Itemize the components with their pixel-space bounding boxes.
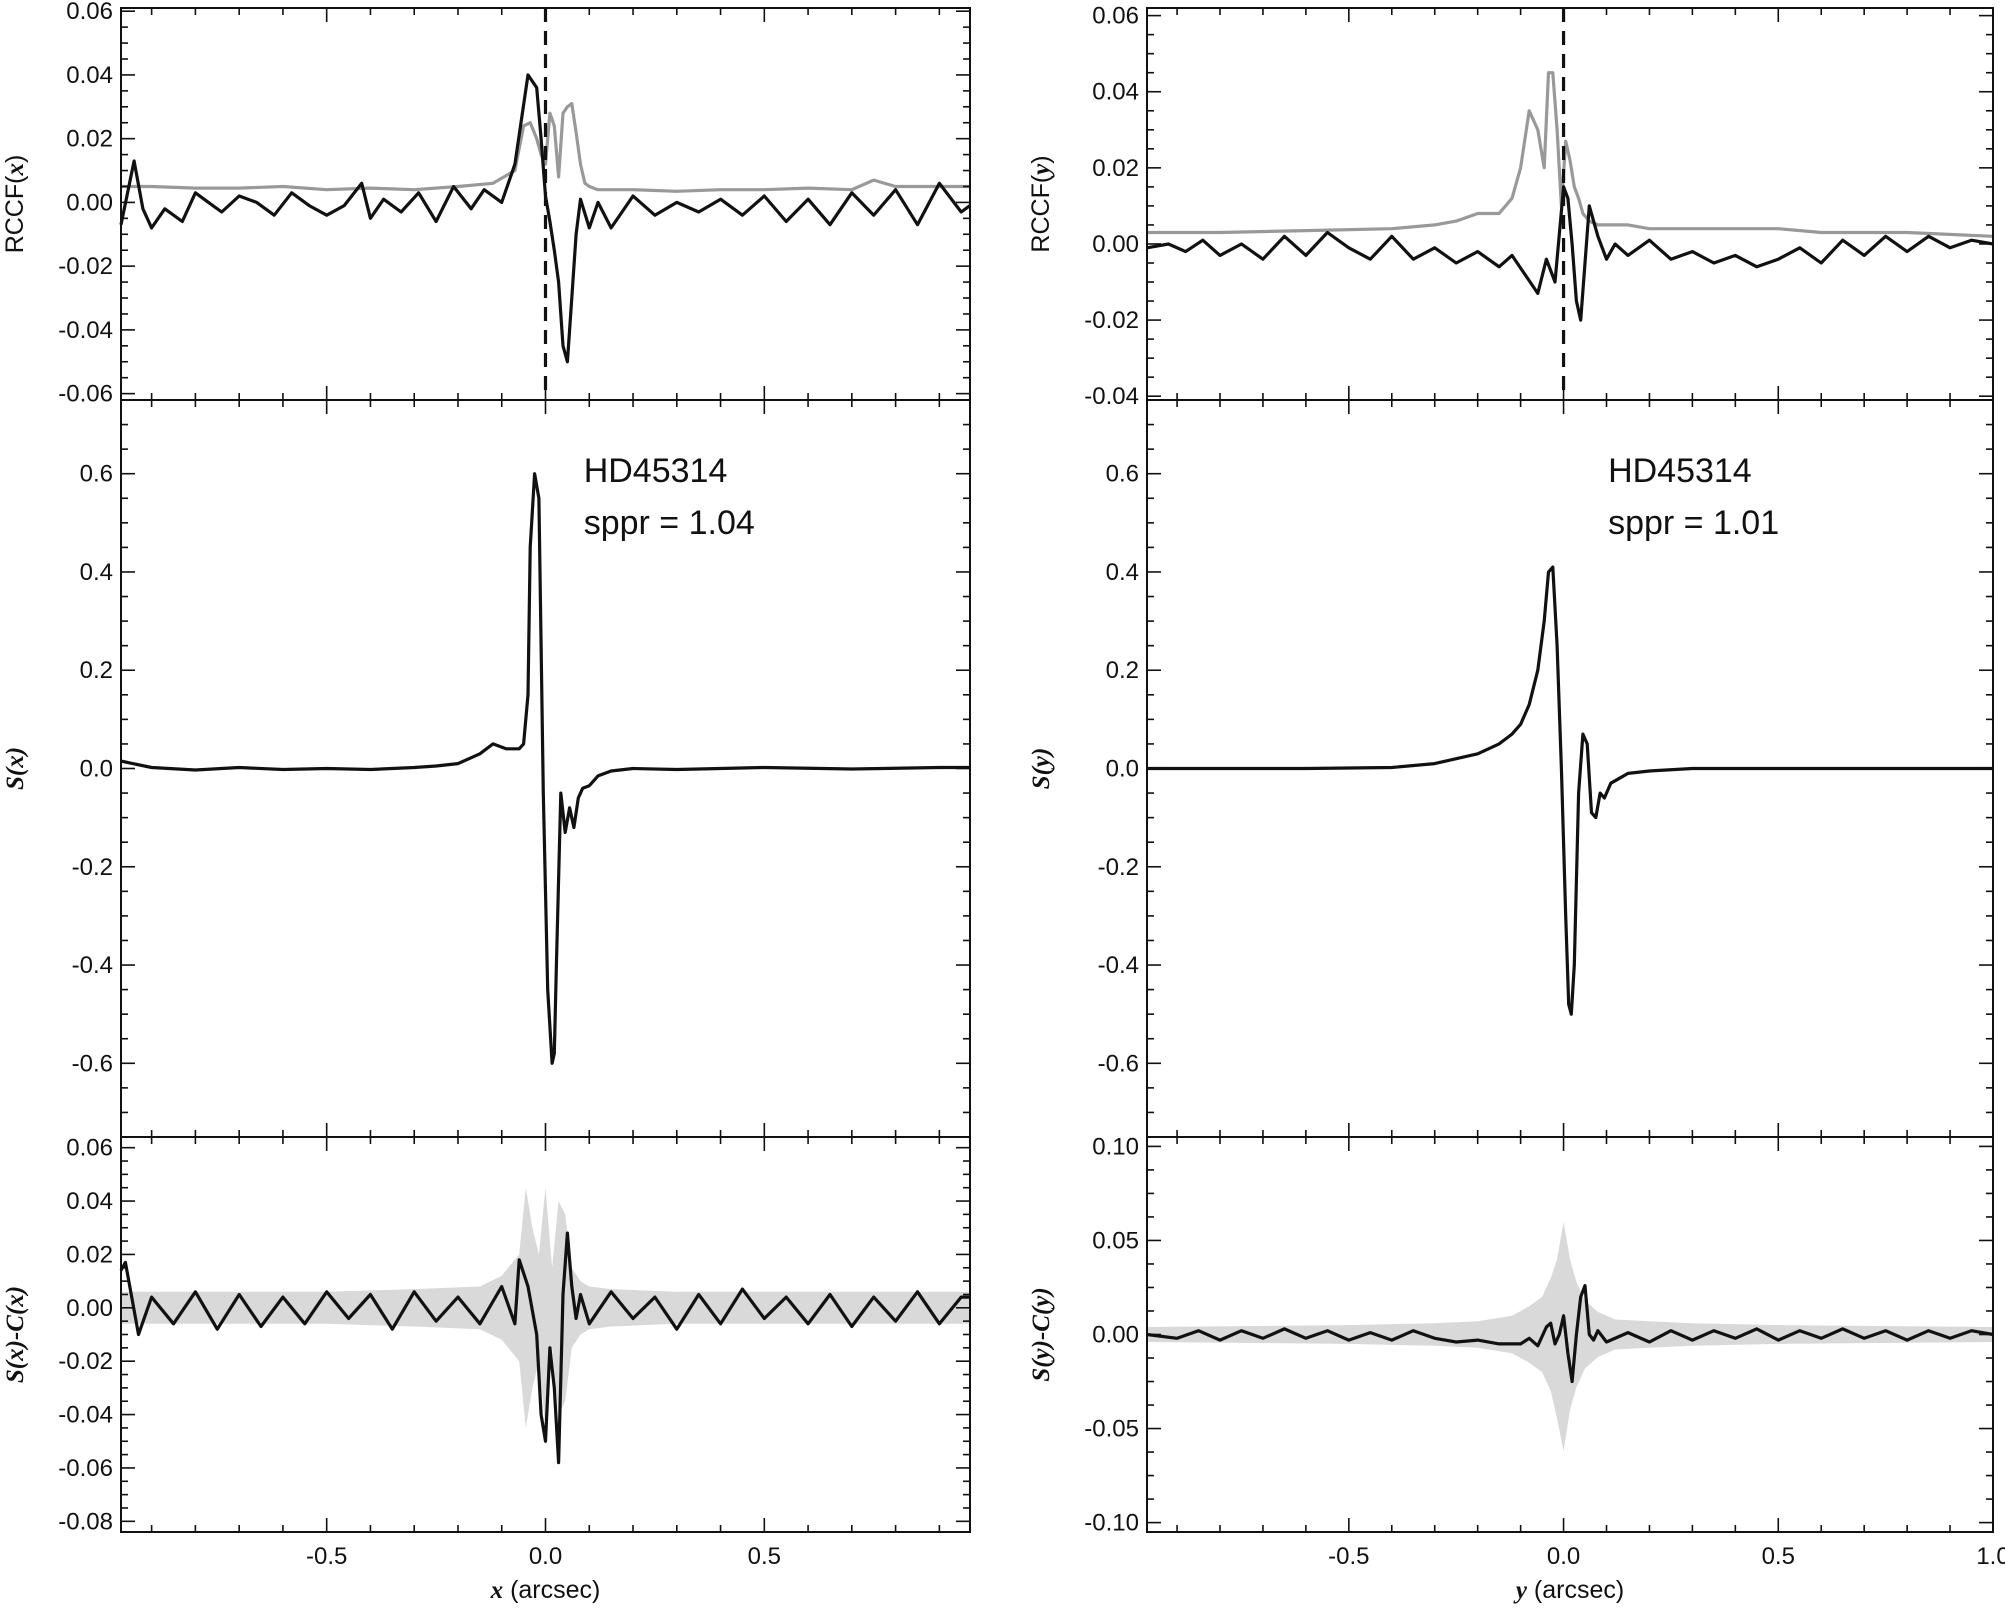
y-tick-label: -0.06 [58, 381, 113, 408]
y-tick-label: -0.08 [58, 1508, 113, 1535]
y-tick-label: -0.10 [1084, 1510, 1139, 1537]
y-tick-label: -0.06 [58, 1455, 113, 1482]
x-axis-title: y (arcsec) [1513, 1576, 1624, 1604]
y-tick-label: 0.4 [80, 559, 113, 586]
x-axis-title: x (arcsec) [490, 1576, 601, 1604]
panel-left-middle: -0.6 -0.4 -0.2 0.0 0.2 0.4 0.6 S(x) HD45314 sppr … [2, 399, 971, 1138]
uncertainty-band [1147, 1221, 1993, 1452]
y-tick-label: -0.4 [1098, 952, 1139, 979]
y-tick-label: 0.04 [66, 62, 113, 89]
series-line-1 [119, 1231, 970, 1465]
y-tick-label: 0.10 [1092, 1133, 1139, 1160]
y-tick-label: 0.06 [66, 1135, 113, 1162]
y-tick-label: -0.2 [72, 854, 113, 881]
y-tick-label: 0.0 [1106, 756, 1139, 783]
y-tick-label: 0.6 [1106, 461, 1139, 488]
panel-left-bottom: -0.08 -0.06 -0.04 -0.02 0.00 0.02 0.04 0.06 -0.5… [2, 1135, 971, 1604]
y-tick-label: 0.00 [66, 1295, 113, 1322]
y-tick-label: 0.2 [80, 657, 113, 684]
y-tick-label: 0.06 [1092, 3, 1139, 30]
y-tick-label: -0.6 [1098, 1050, 1139, 1077]
y-axis-title: S(x)-C(x) [2, 1286, 29, 1383]
y-tick-label: 0.00 [1092, 1322, 1139, 1349]
y-tick-label: 0.05 [1092, 1227, 1139, 1254]
y-tick-label: 0.4 [1106, 559, 1139, 586]
series-line-1 [1147, 565, 1993, 1016]
y-tick-label: 0.02 [1092, 155, 1139, 182]
x-tick-label: -0.5 [306, 1543, 347, 1570]
panel-left-top: -0.06 -0.04 -0.02 0.00 0.02 0.04 0.06 RCCF(x) [1, 0, 971, 408]
y-tick-label: -0.04 [58, 317, 113, 344]
y-tick-label: 0.02 [66, 1241, 113, 1268]
sppr-label: sppr = 1.01 [1608, 504, 1779, 542]
y-tick-label: -0.04 [1084, 383, 1139, 410]
y-tick-label: 0.04 [66, 1188, 113, 1215]
y-tick-label: -0.05 [1084, 1416, 1139, 1443]
y-tick-label: -0.2 [1098, 854, 1139, 881]
panel-right-middle: -0.6 -0.4 -0.2 0.0 0.2 0.4 0.6 S(y) HD45314 sppr … [1028, 399, 1994, 1138]
y-axis-title: RCCF(y) [1027, 155, 1055, 252]
x-tick-label: 0.0 [1547, 1543, 1580, 1570]
y-tick-label: 0.0 [80, 756, 113, 783]
star-name-label: HD45314 [584, 452, 728, 490]
uncertainty-band [121, 1187, 970, 1428]
x-tick-label: 1.0 [1976, 1543, 2005, 1570]
x-tick-label: 0.5 [748, 1543, 781, 1570]
y-tick-label: -0.02 [58, 1348, 113, 1375]
star-name-label: HD45314 [1608, 452, 1752, 490]
y-tick-label: -0.04 [58, 1402, 113, 1429]
panel-right-top: -0.04 -0.02 0.00 0.02 0.04 0.06 RCCF(y) [1027, 3, 1994, 410]
series-line-1 [1146, 1284, 1994, 1384]
y-axis-title: S(x) [2, 747, 29, 790]
y-tick-label: 0.04 [1092, 79, 1139, 106]
y-tick-label: -0.4 [72, 952, 113, 979]
y-tick-label: 0.00 [66, 189, 113, 216]
series-line-2 [119, 73, 971, 364]
y-tick-label: 0.2 [1106, 657, 1139, 684]
x-tick-label: -0.5 [1328, 1543, 1369, 1570]
y-axis-title: RCCF(x) [1, 155, 29, 254]
x-tick-label: 0.0 [529, 1543, 562, 1570]
panel-right-bottom: -0.10 -0.05 0.00 0.05 0.10 -0.5 0.0 0.5 1.0 S(y)-… [1028, 1133, 2005, 1604]
y-axis-title: S(y)-C(y) [1028, 1287, 1055, 1381]
series-line-1 [121, 102, 970, 193]
y-tick-label: 0.6 [80, 461, 113, 488]
x-tick-label: 0.5 [1762, 1543, 1795, 1570]
y-tick-label: -0.02 [58, 253, 113, 280]
series-line-2 [1146, 185, 1994, 322]
y-tick-label: 0.02 [66, 126, 113, 153]
series-line-1 [120, 472, 970, 1065]
sppr-label: sppr = 1.04 [584, 504, 755, 542]
y-tick-label: -0.02 [1084, 307, 1139, 334]
y-tick-label: 0.06 [66, 0, 113, 25]
y-axis-title: S(y) [1028, 748, 1055, 790]
y-tick-label: 0.00 [1092, 231, 1139, 258]
y-tick-label: -0.6 [72, 1050, 113, 1077]
